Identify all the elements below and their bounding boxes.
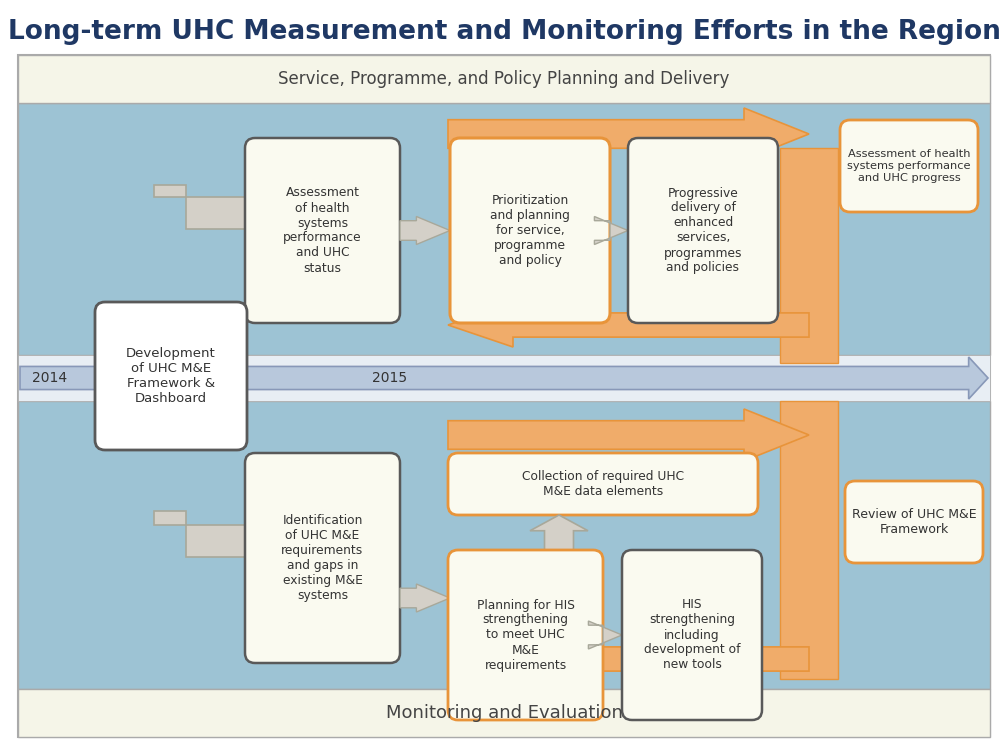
Polygon shape <box>448 409 809 461</box>
FancyBboxPatch shape <box>95 302 247 450</box>
Polygon shape <box>448 303 809 347</box>
Text: Service, Programme, and Policy Planning and Delivery: Service, Programme, and Policy Planning … <box>278 70 730 88</box>
FancyBboxPatch shape <box>245 138 400 323</box>
Text: Review of UHC M&E
Framework: Review of UHC M&E Framework <box>852 508 977 536</box>
Text: Prioritization
and planning
for service,
programme
and policy: Prioritization and planning for service,… <box>490 194 570 267</box>
Polygon shape <box>595 216 628 244</box>
Bar <box>18 55 990 103</box>
Text: HIS
strengthening
including
development of
new tools: HIS strengthening including development … <box>644 599 740 671</box>
Polygon shape <box>154 184 277 242</box>
Bar <box>18 355 990 401</box>
FancyBboxPatch shape <box>448 453 758 515</box>
Polygon shape <box>448 108 809 160</box>
Text: 2014: 2014 <box>32 371 68 385</box>
FancyBboxPatch shape <box>845 481 983 563</box>
Text: Long-term UHC Measurement and Monitoring Efforts in the Region: Long-term UHC Measurement and Monitoring… <box>8 19 1000 45</box>
Text: Monitoring and Evaluation: Monitoring and Evaluation <box>386 704 622 722</box>
Polygon shape <box>589 621 622 649</box>
FancyBboxPatch shape <box>628 138 778 323</box>
Bar <box>18 401 990 689</box>
Text: Planning for HIS
strengthening
to meet UHC
M&E
requirements: Planning for HIS strengthening to meet U… <box>477 599 575 671</box>
FancyBboxPatch shape <box>245 453 400 663</box>
Bar <box>18 689 990 737</box>
Bar <box>780 401 838 679</box>
FancyBboxPatch shape <box>450 138 610 323</box>
FancyBboxPatch shape <box>448 550 603 720</box>
Text: 2015: 2015 <box>372 371 407 385</box>
Polygon shape <box>400 584 450 612</box>
Text: Assessment of health
systems performance
and UHC progress: Assessment of health systems performance… <box>848 150 971 183</box>
Text: Progressive
delivery of
enhanced
services,
programmes
and policies: Progressive delivery of enhanced service… <box>663 187 742 274</box>
Bar <box>780 148 838 363</box>
FancyBboxPatch shape <box>840 120 978 212</box>
Polygon shape <box>154 511 277 570</box>
Bar <box>18 103 990 355</box>
Text: Collection of required UHC
M&E data elements: Collection of required UHC M&E data elem… <box>522 470 684 498</box>
Text: Identification
of UHC M&E
requirements
and gaps in
existing M&E
systems: Identification of UHC M&E requirements a… <box>281 514 364 602</box>
Text: Assessment
of health
systems
performance
and UHC
status: Assessment of health systems performance… <box>283 187 362 274</box>
Polygon shape <box>448 637 809 681</box>
Polygon shape <box>20 357 988 399</box>
Polygon shape <box>530 515 588 550</box>
Polygon shape <box>400 216 450 244</box>
Text: Development
of UHC M&E
Framework &
Dashboard: Development of UHC M&E Framework & Dashb… <box>126 347 216 405</box>
FancyBboxPatch shape <box>622 550 762 720</box>
